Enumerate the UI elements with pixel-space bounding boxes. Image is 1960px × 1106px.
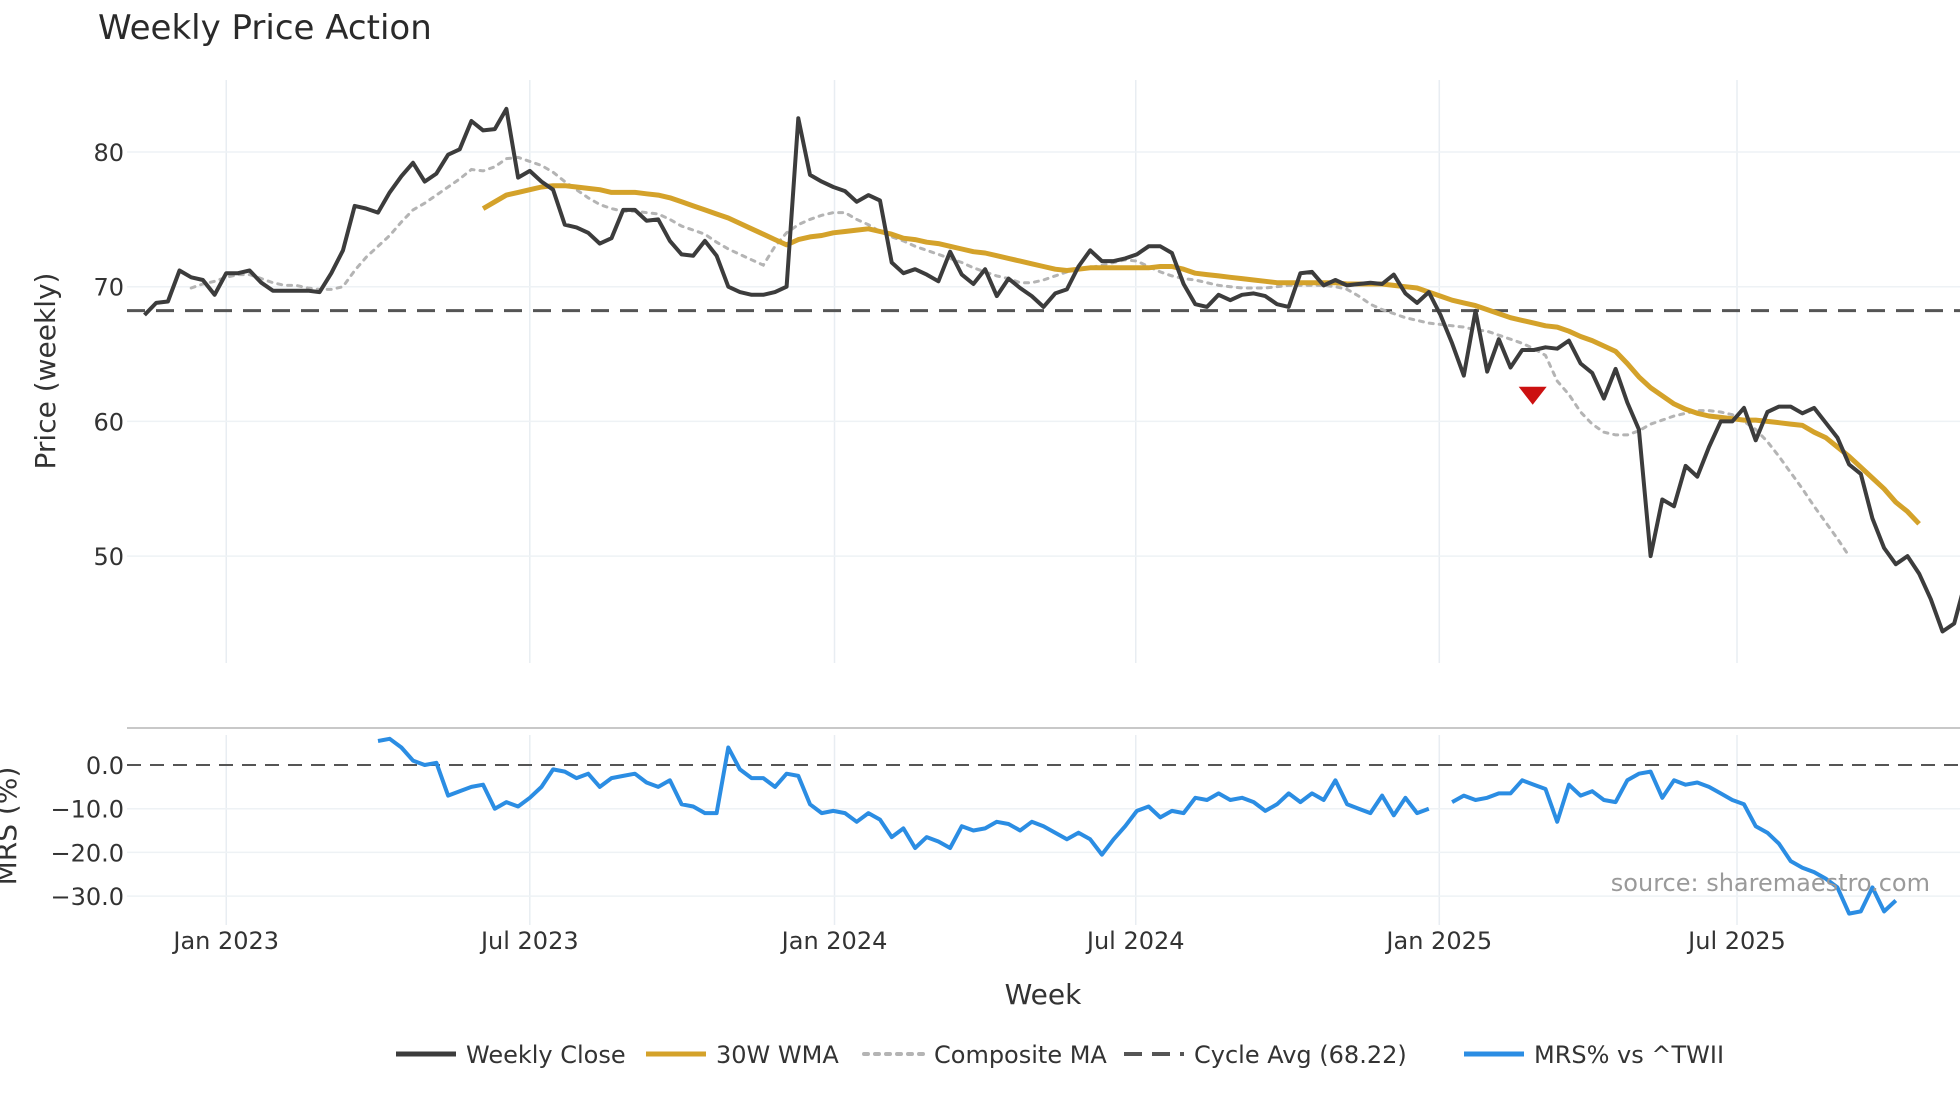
- legend-label: Cycle Avg (68.22): [1194, 1041, 1407, 1069]
- price-y-axis-label: Price (weekly): [29, 273, 62, 470]
- legend-label: MRS% vs ^TWII: [1534, 1041, 1724, 1069]
- mrs-y-tick-label: 0.0: [86, 752, 124, 780]
- chart-title: Weekly Price Action: [98, 8, 432, 48]
- legend-label: 30W WMA: [716, 1041, 839, 1069]
- mrs-y-axis-label: MRS (%): [0, 767, 23, 886]
- legend-label: Weekly Close: [466, 1041, 626, 1069]
- legend-label: Composite MA: [934, 1041, 1107, 1069]
- x-tick-label: Jul 2025: [1686, 927, 1786, 955]
- x-tick-label: Jul 2024: [1085, 927, 1185, 955]
- x-tick-label: Jan 2024: [780, 927, 888, 955]
- mrs-y-tick-label: −20.0: [50, 839, 124, 867]
- mrs-y-tick-label: −30.0: [50, 883, 124, 911]
- price-y-tick-label: 50: [93, 543, 124, 571]
- x-tick-label: Jul 2023: [479, 927, 579, 955]
- mrs-y-tick-label: −10.0: [50, 796, 124, 824]
- x-tick-label: Jan 2025: [1384, 927, 1492, 955]
- source-note: source: sharemaestro.com: [1611, 869, 1930, 897]
- x-tick-label: Jan 2023: [171, 927, 279, 955]
- price-y-tick-label: 80: [93, 139, 124, 167]
- price-y-tick-label: 60: [93, 408, 124, 436]
- price-y-tick-label: 70: [93, 274, 124, 302]
- x-axis-label: Week: [1005, 978, 1082, 1011]
